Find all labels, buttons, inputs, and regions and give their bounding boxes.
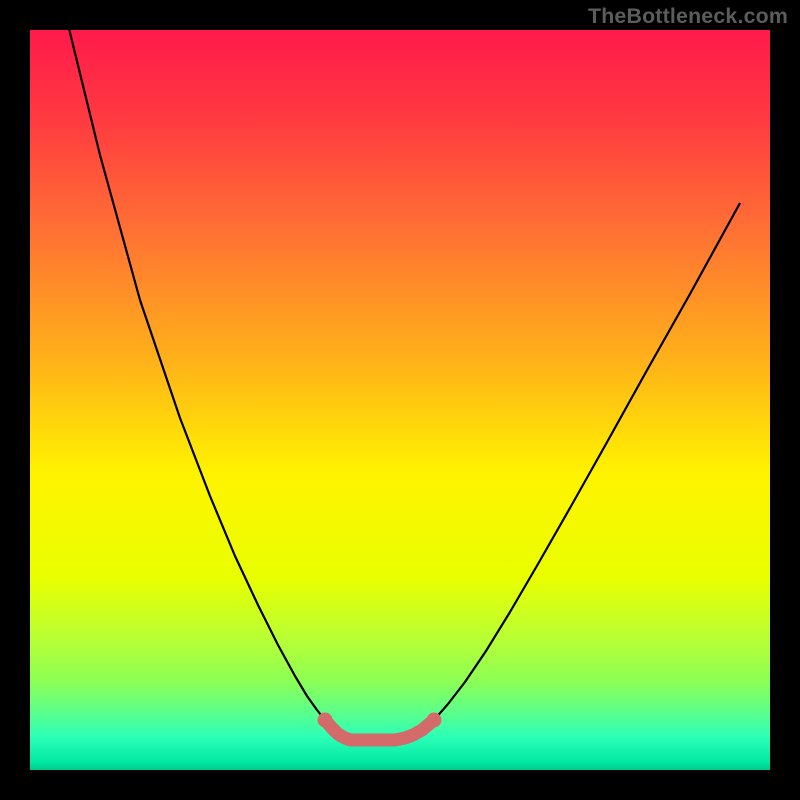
highlight-dot <box>318 713 333 728</box>
page-root: TheBottleneck.com <box>0 0 800 800</box>
bottleneck-chart <box>0 0 800 800</box>
gradient-background <box>30 30 770 770</box>
highlight-dot <box>427 713 442 728</box>
